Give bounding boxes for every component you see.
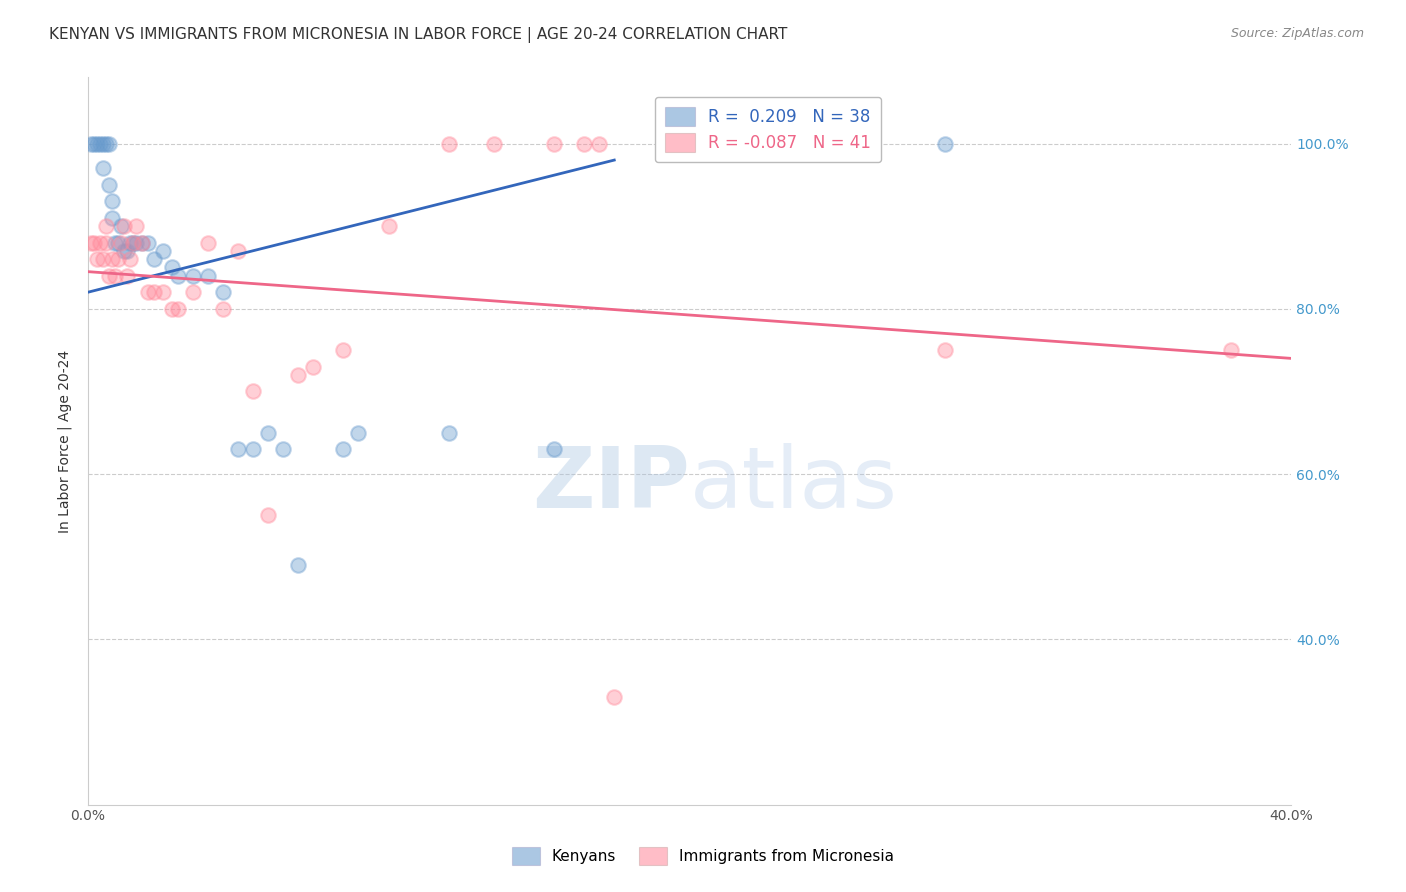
Point	[572, 136, 595, 151]
Point	[91, 136, 114, 151]
Point	[94, 235, 117, 250]
Point	[131, 235, 153, 250]
Point	[212, 285, 235, 300]
Point	[97, 268, 120, 283]
Point	[94, 136, 117, 151]
Point	[287, 368, 309, 382]
Point	[934, 136, 956, 151]
Point	[142, 285, 165, 300]
Point	[115, 244, 138, 258]
Point	[110, 219, 132, 234]
Point	[332, 442, 354, 457]
Text: ZIP: ZIP	[531, 443, 689, 526]
Point	[377, 219, 399, 234]
Point	[152, 285, 174, 300]
Point	[89, 136, 111, 151]
Point	[100, 211, 122, 225]
Point	[136, 285, 159, 300]
Point	[934, 343, 956, 358]
Point	[152, 244, 174, 258]
Point	[104, 268, 127, 283]
Point	[212, 301, 235, 316]
Point	[94, 219, 117, 234]
Point	[97, 136, 120, 151]
Y-axis label: In Labor Force | Age 20-24: In Labor Force | Age 20-24	[58, 350, 72, 533]
Point	[107, 252, 129, 267]
Point	[167, 268, 190, 283]
Point	[110, 235, 132, 250]
Point	[287, 558, 309, 572]
Point	[302, 359, 325, 374]
Point	[86, 136, 108, 151]
Point	[91, 252, 114, 267]
Point	[107, 235, 129, 250]
Point	[104, 235, 127, 250]
Point	[1220, 343, 1243, 358]
Point	[197, 235, 219, 250]
Legend: Kenyans, Immigrants from Micronesia: Kenyans, Immigrants from Micronesia	[506, 841, 900, 871]
Point	[97, 178, 120, 192]
Point	[89, 235, 111, 250]
Point	[543, 136, 565, 151]
Point	[588, 136, 610, 151]
Point	[226, 244, 249, 258]
Text: Source: ZipAtlas.com: Source: ZipAtlas.com	[1230, 27, 1364, 40]
Point	[112, 244, 135, 258]
Point	[482, 136, 505, 151]
Point	[160, 301, 183, 316]
Point	[181, 285, 204, 300]
Point	[603, 690, 626, 705]
Point	[543, 442, 565, 457]
Point	[79, 136, 101, 151]
Point	[79, 235, 101, 250]
Point	[115, 268, 138, 283]
Point	[226, 442, 249, 457]
Point	[100, 194, 122, 209]
Point	[160, 260, 183, 275]
Point	[83, 136, 105, 151]
Legend: R =  0.209   N = 38, R = -0.087   N = 41: R = 0.209 N = 38, R = -0.087 N = 41	[655, 96, 880, 161]
Point	[257, 508, 280, 523]
Point	[121, 235, 143, 250]
Point	[142, 252, 165, 267]
Point	[125, 219, 148, 234]
Point	[197, 268, 219, 283]
Point	[118, 235, 141, 250]
Point	[100, 252, 122, 267]
Point	[125, 235, 148, 250]
Point	[437, 136, 460, 151]
Point	[91, 161, 114, 176]
Point	[131, 235, 153, 250]
Point	[257, 425, 280, 440]
Point	[118, 252, 141, 267]
Point	[86, 252, 108, 267]
Text: atlas: atlas	[689, 443, 897, 526]
Point	[121, 235, 143, 250]
Text: KENYAN VS IMMIGRANTS FROM MICRONESIA IN LABOR FORCE | AGE 20-24 CORRELATION CHAR: KENYAN VS IMMIGRANTS FROM MICRONESIA IN …	[49, 27, 787, 43]
Point	[437, 425, 460, 440]
Point	[347, 425, 370, 440]
Point	[242, 384, 264, 399]
Point	[271, 442, 294, 457]
Point	[83, 235, 105, 250]
Point	[332, 343, 354, 358]
Point	[242, 442, 264, 457]
Point	[136, 235, 159, 250]
Point	[112, 219, 135, 234]
Point	[181, 268, 204, 283]
Point	[167, 301, 190, 316]
